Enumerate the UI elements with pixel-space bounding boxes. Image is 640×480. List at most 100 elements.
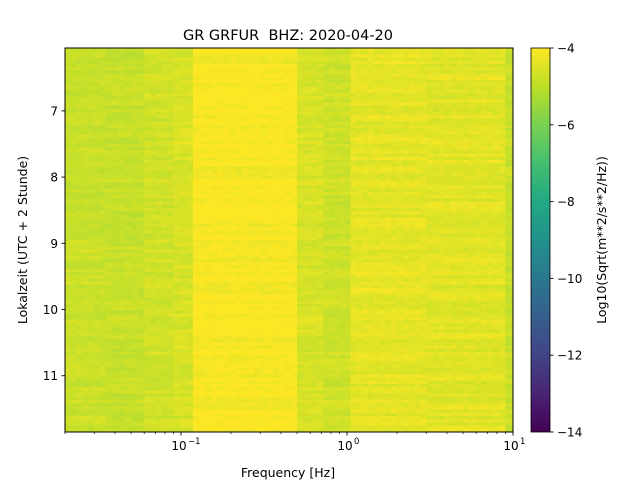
heatmap-cell <box>186 256 194 260</box>
heatmap-cell <box>211 400 219 404</box>
heatmap-cell <box>248 192 255 196</box>
heatmap-cell <box>144 195 151 199</box>
heatmap-cell <box>205 147 212 151</box>
heatmap-cell <box>205 233 212 238</box>
heatmap-cell <box>241 227 249 231</box>
heatmap-cell <box>179 310 188 315</box>
heatmap-cell <box>167 124 175 129</box>
heatmap-cell <box>248 89 255 94</box>
heatmap-cell <box>186 188 194 193</box>
heatmap-cell <box>99 118 106 123</box>
heatmap-cell <box>150 124 157 129</box>
heatmap-cell <box>105 54 113 59</box>
heatmap-cell <box>241 64 249 68</box>
heatmap-cell <box>93 131 101 135</box>
heatmap-cell <box>131 326 139 331</box>
heatmap-cell <box>223 76 231 81</box>
heatmap-cell <box>284 89 292 94</box>
heatmap-cell <box>290 204 298 209</box>
heatmap-cell <box>93 51 101 55</box>
heatmap-cell <box>161 291 169 295</box>
heatmap-cell <box>70 304 78 308</box>
heatmap-cell <box>93 249 101 254</box>
heatmap-cell <box>278 329 286 334</box>
heatmap-cell <box>235 361 243 366</box>
heatmap-cell <box>70 140 78 145</box>
heatmap-cell <box>254 92 261 97</box>
heatmap-cell <box>303 131 311 135</box>
heatmap-cell <box>272 214 280 219</box>
heatmap-cell <box>65 185 72 190</box>
heatmap-cell <box>150 67 157 71</box>
heatmap-cell <box>65 144 72 148</box>
heatmap-cell <box>284 416 292 420</box>
heatmap-cell <box>65 224 72 228</box>
heatmap-cell <box>303 275 311 279</box>
heatmap-cell <box>272 294 280 299</box>
heatmap-cell <box>199 172 206 177</box>
heatmap-cell <box>118 240 126 244</box>
heatmap-cell <box>186 230 194 235</box>
heatmap-cell <box>131 160 139 164</box>
heatmap-cell <box>254 425 261 430</box>
heatmap-cell <box>111 406 119 411</box>
heatmap-cell <box>131 406 139 411</box>
heatmap-cell <box>179 80 188 84</box>
heatmap-cell <box>192 278 200 283</box>
heatmap-cell <box>260 342 268 347</box>
heatmap-cell <box>199 278 206 283</box>
heatmap-cell <box>278 176 286 180</box>
heatmap-cell <box>82 374 89 379</box>
heatmap-cell <box>297 172 305 177</box>
heatmap-cell <box>316 355 324 359</box>
heatmap-cell <box>137 425 145 430</box>
heatmap-cell <box>272 374 280 379</box>
heatmap-cell <box>303 249 311 254</box>
heatmap-cell <box>316 368 324 372</box>
heatmap-cell <box>82 182 89 187</box>
heatmap-cell <box>297 51 305 55</box>
heatmap-cell <box>173 400 181 404</box>
heatmap-cell <box>179 217 188 222</box>
heatmap-cell <box>150 326 157 331</box>
heatmap-cell <box>186 134 194 139</box>
heatmap-cell <box>124 86 132 91</box>
heatmap-cell <box>235 192 243 196</box>
heatmap-cell <box>192 108 200 113</box>
heatmap-cell <box>290 188 298 193</box>
heatmap-cell <box>82 284 89 289</box>
heatmap-cell <box>161 233 169 238</box>
heatmap-cell <box>254 275 261 279</box>
heatmap-cell <box>272 160 280 164</box>
heatmap-cell <box>254 144 261 148</box>
heatmap-cell <box>186 336 194 340</box>
heatmap-cell <box>70 92 78 97</box>
heatmap-cell <box>186 198 194 203</box>
heatmap-cell <box>199 243 206 247</box>
heatmap-cell <box>241 153 249 158</box>
heatmap-cell <box>229 387 237 391</box>
heatmap-cell <box>260 329 268 334</box>
heatmap-cell <box>111 118 119 123</box>
heatmap-cell <box>310 64 318 68</box>
heatmap-cell <box>65 70 72 75</box>
heatmap-cell <box>93 134 101 139</box>
heatmap-cell <box>111 176 119 180</box>
heatmap-cell <box>297 323 305 327</box>
heatmap-cell <box>217 227 225 231</box>
heatmap-cell <box>118 160 126 164</box>
heatmap-cell <box>76 96 83 100</box>
heatmap-cell <box>272 227 280 231</box>
heatmap-cell <box>88 262 95 267</box>
heatmap-cell <box>260 57 268 62</box>
heatmap-cell <box>229 364 237 369</box>
heatmap-cell <box>144 288 151 292</box>
heatmap-cell <box>161 246 169 251</box>
heatmap-cell <box>229 416 237 420</box>
heatmap-cell <box>199 137 206 142</box>
heatmap-cell <box>88 64 95 68</box>
heatmap-cell <box>229 92 237 97</box>
heatmap-cell <box>260 256 268 260</box>
heatmap-cell <box>310 131 318 135</box>
heatmap-cell <box>241 137 249 142</box>
